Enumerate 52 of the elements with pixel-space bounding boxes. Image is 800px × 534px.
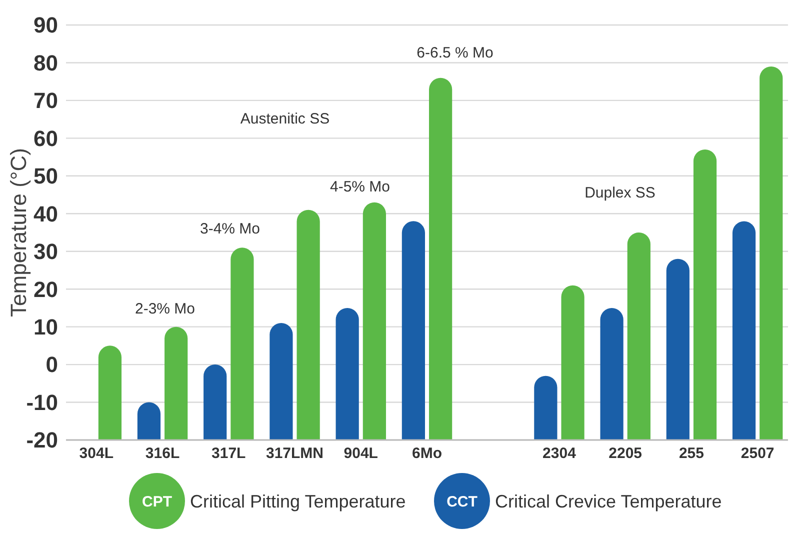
bar (666, 258, 690, 440)
bar (336, 308, 359, 440)
y-tick-label: 30 (34, 239, 58, 264)
x-tick-label: 317LMN (266, 445, 324, 462)
text: CCT (446, 493, 478, 510)
x-tick-label: 316L (145, 445, 180, 462)
y-tick-label: -20 (26, 428, 58, 453)
bar (627, 232, 650, 440)
x-tick-label: 2205 (608, 445, 642, 462)
bar (732, 221, 756, 440)
bar (296, 210, 320, 440)
y-tick-label: 50 (34, 164, 58, 189)
y-tick-label: 70 (34, 88, 58, 114)
annotation: 4-5% Mo (330, 178, 390, 196)
bar (429, 78, 452, 440)
y-tick-label: -10 (26, 390, 58, 415)
bar (98, 346, 122, 440)
bar (561, 285, 584, 440)
x-tick-label: 255 (678, 445, 704, 462)
annotation: Duplex SS (584, 184, 656, 202)
y-tick-label: 90 (34, 12, 58, 38)
x-tick-label: 304L (79, 445, 114, 462)
text: Critical Pitting Temperature (190, 491, 406, 512)
bar (230, 248, 254, 440)
y-tick-label: 40 (34, 201, 58, 226)
x-tick-label: 2507 (740, 445, 774, 462)
bar (760, 66, 783, 440)
annotation: 2-3% Mo (134, 300, 196, 318)
x-tick-label: 317L (212, 445, 246, 462)
x-tick-label: 2304 (542, 445, 577, 462)
text: CPT (142, 493, 172, 510)
bar (164, 326, 188, 440)
x-tick-label: 6Mo (412, 445, 442, 462)
annotation: Austenitic SS (240, 110, 330, 128)
bar (534, 376, 558, 440)
bar (402, 221, 425, 440)
bar (600, 308, 624, 440)
x-tick-label: 904L (344, 445, 378, 462)
y-tick-label: 0 (46, 352, 58, 378)
bar (270, 323, 293, 440)
annotation: 3-4% Mo (200, 220, 260, 238)
annotation: 6-6.5 % Mo (416, 44, 494, 62)
bar (693, 150, 717, 440)
text: Critical Crevice Temperature (495, 491, 722, 512)
bar (137, 402, 161, 440)
y-axis-title: Temperature (°C) (6, 148, 31, 317)
y-tick-label: 80 (34, 50, 58, 76)
y-tick-label: 10 (34, 314, 58, 340)
y-tick-label: 60 (34, 126, 58, 151)
bar (362, 202, 386, 440)
bar (204, 364, 227, 440)
y-tick-label: 20 (34, 276, 58, 302)
